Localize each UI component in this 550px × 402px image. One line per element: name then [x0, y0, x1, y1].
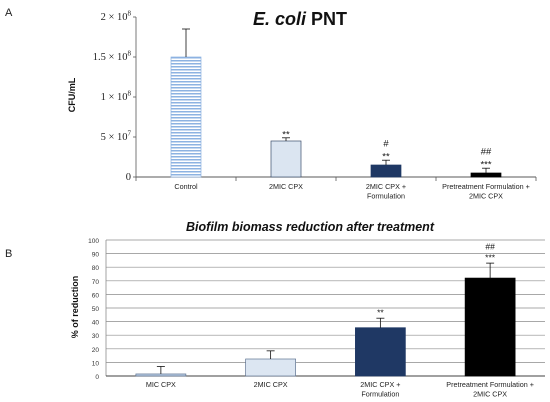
y-tick-label: 60 [92, 292, 100, 299]
significance-marker-pretreatment-formulation-2mic-cpx: *** [485, 253, 496, 263]
y-tick-label-mantissa: 0 [126, 172, 131, 183]
bar-2mic-cpx [270, 140, 302, 178]
bar-2mic-cpx [245, 358, 296, 377]
bar-2mic-cpx-formulation [370, 164, 402, 178]
y-tick-label: 50 [92, 306, 100, 313]
y-tick-label-exponent: 8 [128, 10, 132, 18]
bar-pretreatment-formulation-2mic-cpx [470, 172, 502, 178]
chart-title-a-organism: E. coli [253, 9, 307, 29]
x-tick-label-line: Control [174, 182, 198, 191]
panel-label-b: B [5, 248, 12, 260]
panel-b: B Biofilm biomass reduction after treatm… [5, 220, 545, 399]
significance-marker-2mic-cpx-formulation: ** [377, 308, 384, 318]
significance-marker-pretreatment-formulation-2mic-cpx: ## [485, 242, 495, 252]
y-tick-label-exponent: 8 [128, 50, 132, 58]
x-tick-label-line: Formulation [367, 192, 405, 201]
y-tick-label-mantissa: 1.5 × 10 [93, 52, 128, 63]
y-tick-label: 5 × 107 [101, 130, 132, 144]
significance-marker-2mic-cpx: ** [282, 129, 290, 140]
y-tick-label: 70 [92, 279, 100, 286]
bar-mic-cpx [135, 373, 187, 377]
y-tick-label: 0 [126, 172, 131, 183]
y-tick-label: 100 [88, 238, 99, 245]
panel-label-a: A [5, 7, 13, 19]
y-tick-label: 2 × 108 [101, 10, 132, 24]
x-tick-label-pretreatment-formulation-2mic-cpx: Pretreatment Formulation +2MIC CPX [446, 380, 534, 399]
y-tick-label: 0 [95, 374, 99, 381]
y-tick-label-mantissa: 5 × 10 [101, 132, 128, 143]
x-tick-label-line: 2MIC CPX + [366, 182, 406, 191]
x-tick-label-mic-cpx: MIC CPX [146, 380, 176, 389]
x-tick-label-line: 2MIC CPX + [360, 380, 400, 389]
x-tick-label-2mic-cpx-formulation: 2MIC CPX + Formulation [360, 380, 400, 399]
significance-marker-pretreatment-formulation-2mic-cpx: *** [480, 160, 491, 171]
x-tick-label-line: 2MIC CPX [254, 380, 288, 389]
significance-marker-2mic-cpx-formulation: ** [382, 152, 390, 163]
y-axis-label-b: % of reduction [70, 276, 80, 339]
x-tick-label-line: Pretreatment Formulation + [442, 182, 530, 191]
plot-area-b: 0 10 20 30 40 50 60 70 80 90 100 MIC CPX 2MIC CPX ** 2… [88, 238, 545, 399]
x-tick-label-line: Pretreatment Formulation + [446, 380, 534, 389]
y-tick-label-exponent: 7 [128, 130, 132, 138]
y-tick-label-mantissa: 1 × 10 [101, 92, 128, 103]
x-tick-label-2mic-cpx: 2MIC CPX [269, 182, 303, 191]
bar-2mic-cpx-formulation [355, 327, 406, 377]
x-tick-label-pretreatment-formulation-2mic-cpx: Pretreatment Formulation +2MIC CPX [442, 182, 530, 201]
y-axis-label-a: CFU/mL [67, 77, 77, 112]
x-tick-label-line: 2MIC CPX [469, 192, 503, 201]
y-tick-label: 1.5 × 108 [93, 50, 132, 64]
y-tick-label: 30 [92, 333, 100, 340]
chart-title-a-suffix: PNT [311, 9, 347, 29]
x-tick-label-2mic-cpx: 2MIC CPX [254, 380, 288, 389]
x-tick-label-control: Control [174, 182, 198, 191]
chart-title-b: Biofilm biomass reduction after treatmen… [186, 220, 435, 234]
y-tick-label: 10 [92, 360, 100, 367]
x-tick-label-line: MIC CPX [146, 380, 176, 389]
x-tick-label-line: 2MIC CPX [269, 182, 303, 191]
x-tick-label-2mic-cpx-formulation: 2MIC CPX + Formulation [366, 182, 406, 201]
y-tick-label: 20 [92, 347, 100, 354]
bar-pretreatment-formulation-2mic-cpx [464, 277, 516, 377]
y-tick-label-exponent: 8 [128, 90, 132, 98]
bar-control [170, 56, 202, 178]
chart-title-a: E. coli PNT [253, 9, 347, 29]
y-tick-label: 90 [92, 252, 100, 259]
x-tick-label-line: Formulation [361, 390, 399, 399]
significance-marker-2mic-cpx-formulation: # [383, 139, 389, 150]
significance-marker-pretreatment-formulation-2mic-cpx: ## [481, 147, 492, 158]
x-tick-label-line: 2MIC CPX [473, 390, 507, 399]
y-tick-label: 40 [92, 320, 100, 327]
y-tick-label-mantissa: 2 × 10 [101, 12, 128, 23]
y-tick-label: 1 × 108 [101, 90, 132, 104]
y-tick-label: 80 [92, 265, 100, 272]
